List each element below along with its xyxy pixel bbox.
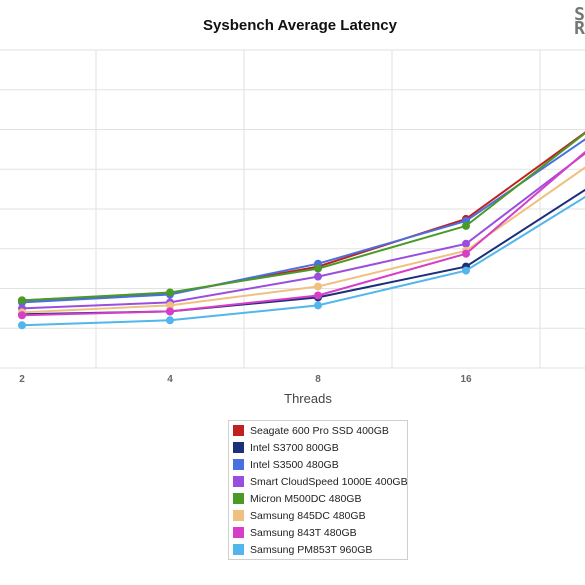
x-tick-label: 16 [460,374,472,385]
logo-line-2: R [574,18,585,39]
series-line [21,131,585,302]
data-point [462,239,470,248]
series-group [18,166,585,317]
legend-swatch [233,493,244,504]
series-group [18,138,585,307]
legend-item: Samsung 845DC 480GB [229,507,407,524]
series-line [21,138,585,304]
legend-item: Intel S3500 480GB [229,456,407,473]
x-tick-label: 2 [19,374,25,385]
legend-swatch [233,459,244,470]
data-point [166,316,174,325]
data-point [314,272,322,281]
legend-swatch [233,510,244,521]
data-point [462,221,470,230]
legend-label: Samsung 843T 480GB [250,526,357,539]
legend-swatch [233,425,244,436]
data-point [166,288,174,297]
legend-item: Samsung PM853T 960GB [229,541,407,558]
series-lines [18,131,585,330]
series-group [18,131,585,305]
series-group [18,131,585,305]
legend-label: Micron M500DC 480GB [250,492,362,505]
series-line [21,166,585,314]
series-group [18,152,585,313]
legend-item: Samsung 843T 480GB [229,524,407,541]
legend-swatch [233,476,244,487]
chart-title: Sysbench Average Latency [203,17,397,34]
data-point [314,282,322,291]
data-point [18,311,26,320]
legend-item: Seagate 600 Pro SSD 400GB [229,422,407,439]
legend-label: Samsung PM853T 960GB [250,543,373,556]
legend-label: Intel S3500 480GB [250,458,339,471]
legend: Seagate 600 Pro SSD 400GB Intel S3700 800… [228,420,408,560]
series-line [21,195,585,327]
logo-line-1: S [574,4,585,25]
legend-label: Samsung 845DC 480GB [250,509,366,522]
series-line [21,150,585,317]
data-point [314,301,322,310]
x-tick-label: 4 [167,374,173,385]
data-point [18,321,26,330]
data-point [462,249,470,258]
data-point [166,301,174,310]
data-point [462,266,470,275]
data-point [18,296,26,305]
legend-item: Intel S3700 800GB [229,439,407,456]
legend-swatch [233,544,244,555]
series-line [21,152,585,310]
x-axis-label: Threads [284,391,332,406]
series-group [18,195,585,330]
legend-label: Intel S3700 800GB [250,441,339,454]
grid [0,49,585,369]
data-point [166,307,174,316]
legend-label: Seagate 600 Pro SSD 400GB [250,424,389,437]
legend-item: Micron M500DC 480GB [229,490,407,507]
legend-item: Smart CloudSpeed 1000E 400GB [229,473,408,490]
series-line [21,131,585,302]
legend-swatch [233,527,244,538]
x-axis-ticks: 2481632 [19,374,472,385]
series-group [18,150,585,320]
data-point [314,291,322,300]
legend-swatch [233,442,244,453]
data-point [314,264,322,273]
legend-label: Smart CloudSpeed 1000E 400GB [250,475,408,488]
x-tick-label: 8 [315,374,321,385]
